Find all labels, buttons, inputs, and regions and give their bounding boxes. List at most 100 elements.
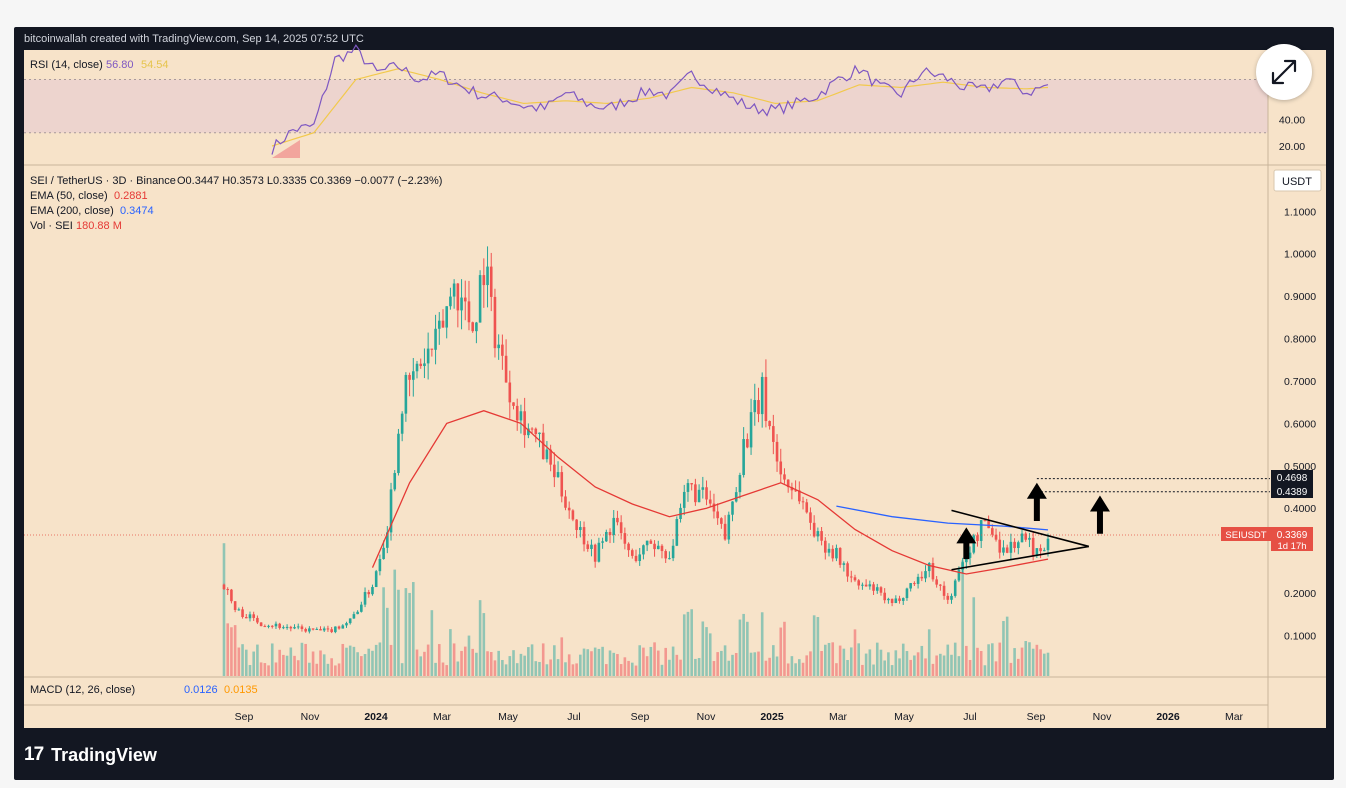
volume-bar [356,652,359,676]
last-price-tag [1271,527,1313,551]
candle-body [515,405,519,421]
volume-bar [916,652,920,676]
candle-body [423,363,426,367]
volume-bar [875,642,879,676]
candle-body [434,328,437,350]
volume-bar [244,649,248,676]
volume-bar [991,643,994,676]
candle-body [634,555,638,562]
time-tick-11: Jul [963,711,976,723]
candle-body [656,545,660,550]
volume-bar [905,651,909,676]
brand-bar[interactable]: 17 TradingView [24,738,324,772]
volume-bar [289,647,293,676]
volume-bar [575,663,578,676]
volume-bar [252,651,255,676]
volume-bar [987,644,990,676]
volume-bar [478,600,482,676]
volume-bar [738,619,742,676]
candle-body [1035,548,1039,556]
candle-body [682,491,686,508]
volume-bar [530,644,534,676]
candle-body [411,371,415,380]
volume-bar [746,621,749,676]
candle-body [241,609,244,618]
candle-body [775,441,779,462]
volume-bar [508,656,512,676]
currency-label: USDT [1282,176,1312,188]
volume-bar [512,650,515,676]
volume-bar [285,655,289,676]
volume-bar [660,664,664,676]
candle-body [1002,547,1005,553]
volume-bar [931,663,935,676]
candle-body [237,609,241,611]
candle-body [441,320,445,328]
candle-body [720,518,723,524]
volume-bar [790,656,794,676]
candle-body [612,517,616,536]
candle-body [879,587,883,593]
volume-bar [541,643,545,676]
volume-bar [501,659,504,676]
volume-bar [389,644,393,676]
volume-bar [534,661,538,676]
chart-panel[interactable] [24,50,1326,728]
candle-body [586,544,590,549]
candle-body [905,588,909,599]
candle-body [645,540,649,546]
expand-button[interactable] [1256,44,1312,100]
volume-bar [749,652,753,676]
candle-body [887,598,890,601]
candle-body [593,544,597,562]
volume-bar [300,642,304,676]
candle-body [664,551,667,559]
volume-bar [452,643,456,676]
volume-bar [363,654,367,676]
volume-bar [463,646,467,676]
price-tick-1: 1.0000 [1284,249,1316,261]
volume-bar [560,637,564,676]
candle-body [820,531,823,541]
volume-bar [434,662,437,676]
volume-bars [222,543,1050,676]
volume-bar [456,661,460,676]
volume-bar [883,660,886,676]
volume-bar [972,597,976,676]
volume-bar [630,662,634,676]
candle-body [244,617,248,619]
volume-bar [423,651,426,676]
target1-tag [1271,470,1313,484]
candle-body [679,507,682,520]
candle-body [768,421,771,427]
candle-body [668,558,671,560]
candle-body [901,598,905,601]
candle-body [734,492,738,502]
volume-bar [579,654,582,676]
candle-body [608,531,612,536]
volume-bar [348,645,352,676]
candle-body [560,472,564,497]
candle-body [630,550,634,556]
volume-bar [671,646,675,676]
candle-body [571,510,575,520]
volume-bar [772,645,775,676]
candle-body [835,547,838,559]
price-tick-8: 0.2000 [1284,588,1316,600]
candle-body [716,511,719,519]
volume-bar [386,607,389,676]
candle-body [230,589,233,602]
currency-button[interactable] [1273,169,1322,192]
candle-body [939,584,942,586]
volume-bar [1009,662,1013,676]
volume-bar [783,621,786,676]
volume-bar [586,649,590,676]
volume-bar [523,655,526,676]
volume-bar [965,645,968,676]
candle-body [642,545,645,555]
candle-body [1017,542,1020,549]
candle-body [946,595,950,600]
volume-bar [727,660,731,676]
volume-bar [460,650,463,676]
